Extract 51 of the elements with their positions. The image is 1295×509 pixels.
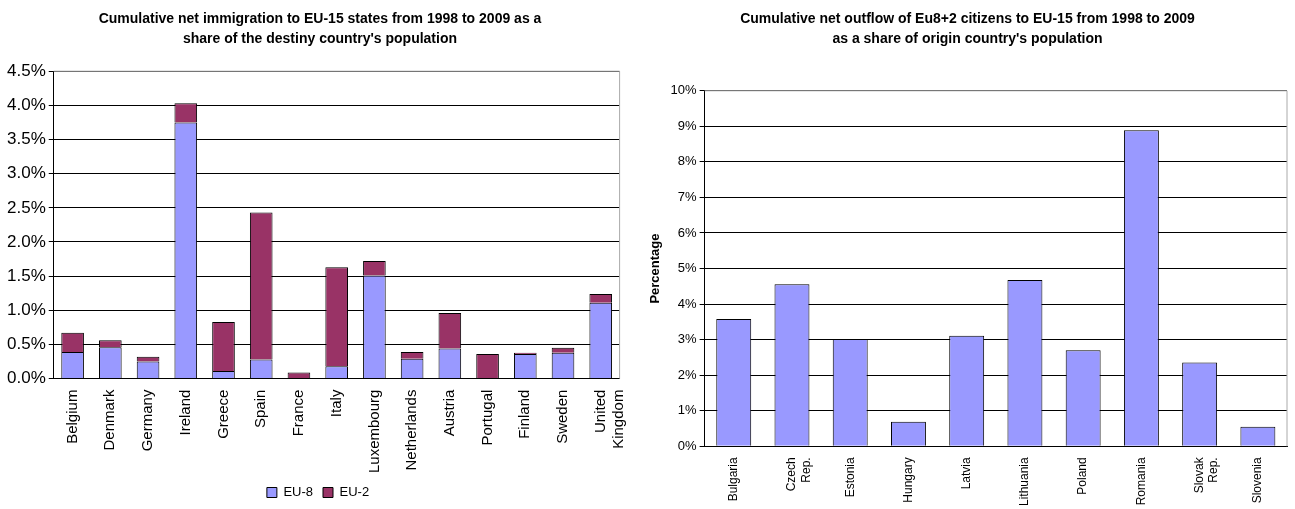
x-tick-label: Sweden bbox=[553, 389, 571, 444]
x-tick-label: Denmark bbox=[100, 389, 118, 451]
x-tick-label: Luxembourg bbox=[364, 389, 382, 473]
y-tick-label: 1.0% bbox=[7, 299, 46, 319]
y-tick-label: 6% bbox=[677, 224, 698, 240]
x-tick-label: Lithuania bbox=[1017, 456, 1032, 507]
chart-title: Cumulative net immigration to EU-15 states from 1998 to 2009 as a share of the destiny country's population bbox=[97, 9, 543, 48]
x-tick-label: France bbox=[289, 389, 307, 437]
y-tick-label: 0.0% bbox=[7, 368, 46, 388]
legend-label: EU-2 bbox=[339, 484, 370, 500]
x-tick-label: Belgium bbox=[62, 389, 80, 444]
y-tick-label: 2.5% bbox=[7, 197, 46, 217]
x-tick-label: Slovenia bbox=[1250, 456, 1265, 504]
x-tick-label: Poland bbox=[1075, 457, 1090, 495]
legend-label: EU-8 bbox=[283, 484, 314, 500]
y-tick-label: 5% bbox=[677, 260, 698, 276]
y-tick-label: 0% bbox=[677, 437, 698, 453]
x-tick-label: Portugal bbox=[477, 389, 495, 446]
y-tick-label: 0.5% bbox=[7, 334, 46, 354]
y-tick-label: 9% bbox=[677, 117, 698, 133]
chart-title: Cumulative net outflow of Eu8+2 citizens to EU-15 from 1998 to 2009 as a share of origin country's population bbox=[739, 9, 1196, 48]
x-tick-label: Austria bbox=[439, 388, 457, 437]
x-tick-label: Italy bbox=[326, 389, 344, 418]
y-tick-label: 1% bbox=[677, 402, 698, 418]
y-tick-label: 4.0% bbox=[7, 95, 46, 115]
x-tick-label: Greece bbox=[213, 389, 231, 439]
x-tick-label: Hungary bbox=[900, 457, 915, 503]
x-tick-label: Estonia bbox=[842, 456, 857, 498]
x-tick-label: Bulgaria bbox=[726, 456, 741, 502]
y-tick-label: 3.0% bbox=[7, 163, 46, 183]
y-tick-label: 7% bbox=[677, 189, 698, 205]
y-tick-label: 4.5% bbox=[7, 60, 46, 80]
y-tick-label: 1.5% bbox=[7, 265, 46, 285]
x-tick-label: Romania bbox=[1133, 456, 1148, 506]
x-tick-label: Spain bbox=[251, 389, 269, 428]
x-tick-label: Latvia bbox=[959, 456, 973, 490]
x-tick-label: Netherlands bbox=[402, 389, 420, 471]
x-tick-label: Germany bbox=[138, 389, 156, 452]
y-tick-label: 2.0% bbox=[7, 231, 46, 251]
y-tick-label: 10% bbox=[670, 82, 698, 98]
y-tick-label: 3.5% bbox=[7, 129, 46, 149]
y-tick-label: 3% bbox=[677, 331, 698, 347]
y-tick-label: 4% bbox=[677, 295, 698, 311]
x-tick-label: Slovak Rep. bbox=[1191, 456, 1221, 494]
x-tick-label: Czech Rep. bbox=[784, 457, 813, 492]
y-tick-label: 2% bbox=[677, 366, 698, 382]
y-tick-label: 8% bbox=[677, 153, 698, 169]
x-tick-label: United Kingdom bbox=[590, 389, 626, 449]
x-tick-label: Ireland bbox=[175, 389, 193, 436]
y-axis-title: Percentage bbox=[647, 233, 663, 304]
x-tick-label: Finland bbox=[515, 389, 533, 439]
